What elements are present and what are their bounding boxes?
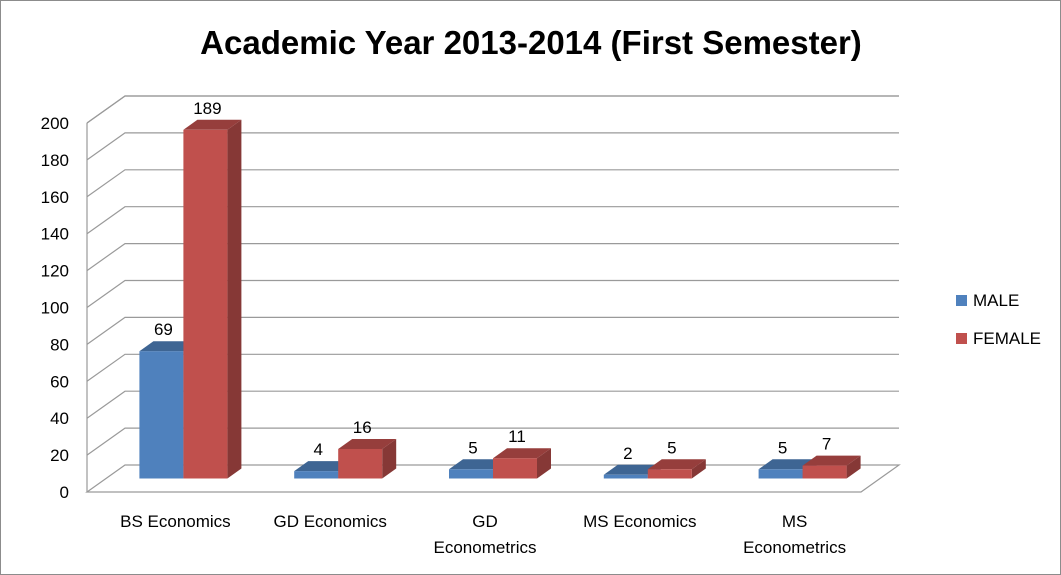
- chart-title: Academic Year 2013-2014 (First Semester): [200, 24, 862, 61]
- bar-female: [647, 459, 706, 479]
- gridline: [86, 206, 899, 235]
- y-tick-label: 180: [41, 151, 69, 170]
- gridlines: [86, 95, 899, 456]
- y-tick-label: 160: [41, 188, 69, 207]
- gridline: [86, 390, 899, 419]
- legend-swatch-female: [956, 333, 967, 344]
- y-tick-label: 20: [50, 446, 69, 465]
- data-label: 5: [778, 438, 787, 457]
- y-tick-label: 200: [41, 114, 69, 133]
- data-label: 7: [822, 435, 831, 454]
- gridline: [86, 279, 899, 308]
- gridline: [86, 132, 899, 161]
- data-labels: 69 189 4 16 5 11 2 5 5 7: [154, 99, 831, 463]
- x-tick-label: GD Economics: [274, 512, 387, 531]
- y-tick-label: 100: [41, 299, 69, 318]
- data-label: 4: [313, 440, 322, 459]
- bar-female: [338, 438, 397, 479]
- y-tick-label: 60: [50, 372, 69, 391]
- data-label: 16: [353, 418, 372, 437]
- legend: MALE FEMALE: [956, 291, 1041, 348]
- x-tick-label: GD: [472, 512, 498, 531]
- x-tick-label: MS Economics: [583, 512, 696, 531]
- data-label: 189: [193, 99, 221, 118]
- gridline: [86, 169, 899, 198]
- gridline: [86, 243, 899, 272]
- y-tick-label: 80: [50, 335, 69, 354]
- legend-label-male: MALE: [973, 291, 1019, 310]
- x-tick-label: Econometrics: [434, 538, 537, 557]
- data-label: 5: [667, 438, 676, 457]
- y-axis: 0 20 40 60 80 100 120 140 160 180 200: [41, 114, 69, 502]
- bar-female: [802, 455, 861, 479]
- x-tick-label: Econometrics: [743, 538, 846, 557]
- bar-female: [493, 448, 551, 479]
- y-tick-label: 140: [41, 225, 69, 244]
- y-tick-label: 120: [41, 262, 69, 281]
- data-label: 5: [468, 438, 477, 457]
- data-label: 11: [508, 427, 526, 446]
- gridline: [86, 316, 899, 345]
- gridline: [86, 353, 899, 382]
- legend-swatch-male: [956, 295, 967, 306]
- gridline: [86, 427, 899, 456]
- data-label: 69: [154, 320, 173, 339]
- y-tick-label: 40: [50, 409, 69, 428]
- x-axis: BS Economics GD Economics GD Econometrics MS…: [120, 512, 846, 557]
- x-tick-label: BS Economics: [120, 512, 231, 531]
- bars: [139, 119, 861, 479]
- data-label: 2: [623, 444, 632, 463]
- bar-female: [183, 119, 242, 479]
- gridline: [86, 95, 899, 124]
- y-tick-label: 0: [60, 483, 69, 502]
- x-tick-label: MS: [782, 512, 808, 531]
- legend-label-female: FEMALE: [973, 329, 1041, 348]
